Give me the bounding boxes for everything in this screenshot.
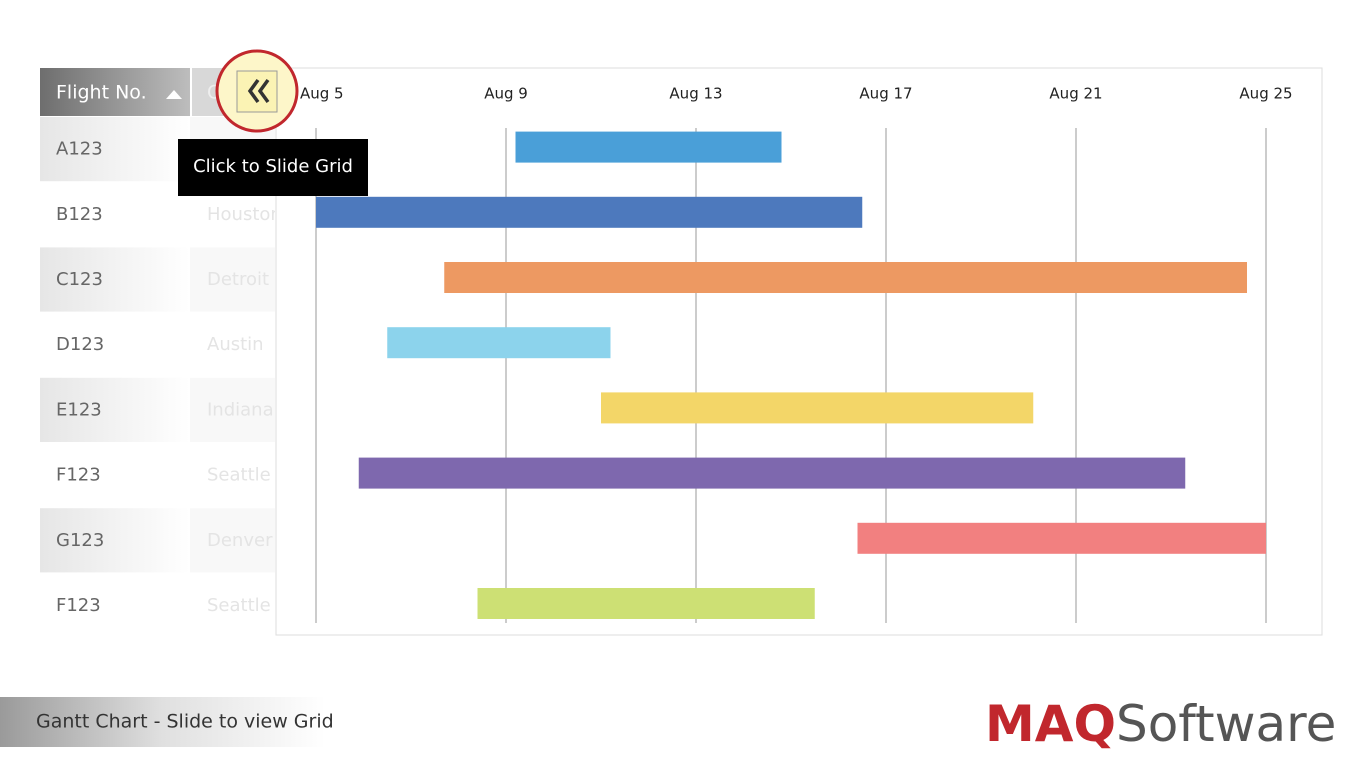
- city: Seattle: [207, 595, 271, 616]
- x-tick-label: Aug 25: [1239, 85, 1292, 103]
- gantt-bar: [316, 196, 863, 228]
- slide-button[interactable]: [215, 49, 299, 133]
- x-tick-label: Aug 17: [859, 85, 912, 103]
- gantt-bar: [515, 131, 782, 163]
- gantt-chart: Aug 5 Aug 9 Aug 13 Aug 17 Aug 21 Aug 25: [300, 85, 1293, 623]
- gantt-bar: [358, 457, 1186, 489]
- x-tick-label: Aug 5: [300, 85, 344, 103]
- flight-number: F123: [56, 465, 101, 486]
- city: Houston: [207, 204, 282, 225]
- city: Indianapolis: [207, 399, 315, 420]
- tooltip-box: [178, 139, 368, 196]
- flight-number: A123: [56, 139, 103, 160]
- flight-number: G123: [56, 530, 104, 551]
- row-background: [40, 117, 190, 182]
- row-background: [40, 247, 190, 312]
- gantt-bar: [857, 522, 1266, 554]
- x-tick-label: Aug 9: [484, 85, 528, 103]
- button-box[interactable]: [236, 70, 278, 113]
- row-background: [190, 508, 275, 573]
- city: Detroit: [207, 269, 269, 290]
- flight-number: C123: [56, 269, 103, 290]
- chevron-icon: [247, 78, 270, 104]
- header-label: Flight No.: [56, 82, 147, 104]
- gantt-bar: [387, 327, 611, 359]
- flight-number: E123: [56, 399, 102, 420]
- flight-number: D123: [56, 334, 104, 355]
- footer-bar: [0, 697, 325, 747]
- row-background: [190, 247, 275, 312]
- tooltip-text: Click to Slide Grid: [193, 156, 353, 177]
- row-background: [40, 377, 190, 442]
- logo-suffix: Software: [1116, 695, 1336, 753]
- header-cell[interactable]: [40, 68, 190, 116]
- city: Seattle: [207, 465, 271, 486]
- sort-icon[interactable]: [166, 90, 182, 99]
- footer-text: Gantt Chart - Slide to view Grid: [36, 711, 334, 733]
- logo-brand: MAQ: [985, 695, 1116, 753]
- x-tick-label: Aug 21: [1049, 85, 1102, 103]
- gantt-bar: [477, 588, 815, 619]
- logo: MAQSoftware: [985, 695, 1336, 753]
- gantt-bar: [444, 262, 1247, 293]
- gantt-bar: [601, 392, 1034, 424]
- x-tick-label: Aug 13: [669, 85, 722, 103]
- plot-frame: [275, 67, 1323, 636]
- flight-number: B123: [56, 204, 103, 225]
- row-background: [190, 377, 275, 442]
- row-background: [40, 508, 190, 573]
- city: Denver: [207, 530, 273, 551]
- flight-number: F123: [56, 595, 101, 616]
- city: Austin: [207, 334, 264, 355]
